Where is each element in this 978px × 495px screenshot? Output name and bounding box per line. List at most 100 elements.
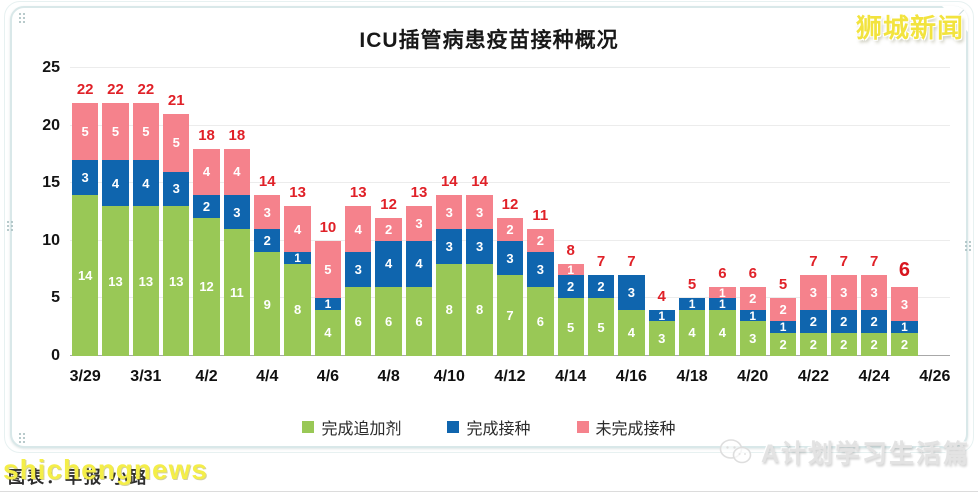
bar-total-label: 13: [410, 184, 428, 202]
bar-total-label: 13: [289, 184, 306, 202]
bar-total-label: 18: [198, 126, 215, 144]
bar-total-label: 6: [748, 264, 757, 282]
bar-segment: 2: [739, 286, 766, 310]
stacked-bar: 11 3 4: [223, 148, 251, 356]
bar-segment: 8: [284, 263, 311, 356]
bar-segment: 2: [830, 309, 857, 333]
bar-total-label: 10: [319, 218, 337, 236]
bar-segment: 5: [163, 114, 190, 172]
bar-total-label: 12: [501, 195, 519, 213]
page-curl-decoration: [942, 6, 968, 32]
x-tick-label: 4/26: [919, 368, 951, 385]
stacked-bar: 13 4 5: [132, 102, 160, 356]
plot-area: 0 5 10 15 20 25 14 3 5 22 13 4 5 22 13 4 5 22 13 3 5 21 12 2 4 1…: [42, 59, 950, 385]
image-caption: 图表：早报·小路: [8, 468, 149, 487]
bar-total-label: 7: [839, 253, 848, 271]
bar-segment: 6: [405, 286, 433, 356]
x-tick-label: 3/31: [130, 368, 162, 385]
x-tick-label: 4/4: [256, 368, 279, 385]
bar-total-label: 22: [76, 80, 94, 98]
bar-segment: 3: [618, 275, 645, 310]
bar-total-label: 12: [380, 195, 397, 213]
bar-total-label: 21: [167, 92, 185, 110]
bar-segment: 5: [72, 102, 99, 161]
bar-total-label: 18: [228, 126, 246, 144]
bar-segment: 4: [193, 148, 220, 195]
bar-slot: 6 3 2 11: [525, 68, 555, 356]
bar-slot: 8 1 4 13: [282, 68, 312, 356]
bar-segment: 2: [769, 298, 797, 322]
bar-segment: 1: [648, 309, 675, 323]
x-tick-label: 4/18: [676, 368, 708, 385]
bar-segment: 8: [466, 263, 493, 356]
bar-slot: 8 3 3 14: [464, 68, 494, 356]
bar-segment: 13: [163, 206, 190, 356]
bar-segment: 5: [314, 240, 342, 299]
chart-title: ICU插管病患疫苗接种概况: [359, 29, 619, 52]
bar-slot: 7 3 2 12: [495, 68, 525, 356]
bar-segment: 13: [132, 206, 160, 356]
bar-slot: 4 1 5 10: [313, 68, 343, 356]
bar-segment: 2: [860, 332, 888, 356]
bar-segment: 4: [314, 309, 342, 356]
bar-slot: 9 2 3 14: [252, 68, 282, 356]
bar-slot: 6 3 4 13: [343, 68, 373, 356]
bar-slot: 6 4 2 12: [373, 68, 403, 356]
bar-segment: 5: [587, 298, 615, 356]
bar-segment: 11: [223, 229, 251, 356]
bar-slot: 12 2 4 18: [191, 68, 221, 356]
bar-segment: 9: [254, 252, 281, 356]
bar-segment: 4: [618, 309, 645, 356]
bar-segment: 5: [102, 102, 129, 161]
bar-segment: 2: [527, 229, 554, 253]
bar-total-label: 14: [471, 172, 488, 190]
x-tick-label: 4/22: [797, 368, 830, 385]
bar-segment: 4: [405, 240, 433, 287]
bar-segment: 3: [436, 229, 463, 264]
y-tick-label: 5: [51, 289, 60, 307]
account-watermark-text: A计划学习生活篇: [760, 440, 970, 468]
x-tick-label: 4/2: [195, 368, 218, 385]
stacked-bar: 12 2 4: [193, 148, 220, 356]
edge-dots-icon: [964, 240, 972, 252]
bar-segment: 1: [709, 297, 736, 311]
bar-segment: 3: [466, 229, 493, 264]
bar-segment: 7: [496, 275, 524, 356]
bar-slot: 6 4 3 13: [404, 68, 434, 356]
bar-segment: 4: [375, 240, 402, 287]
edge-dots-icon: [6, 220, 14, 232]
bar-segment: 13: [102, 206, 129, 356]
bar-segment: 4: [709, 309, 736, 356]
bar-total-label: 14: [258, 172, 276, 190]
bar-segment: 1: [314, 297, 342, 311]
y-tick-label: 20: [42, 116, 60, 134]
bar-segment: 12: [193, 217, 220, 356]
x-tick-label: 4/10: [433, 368, 465, 385]
bar-total-label: 8: [566, 241, 575, 259]
gridline: [70, 124, 950, 126]
bar-segment: 3: [830, 275, 857, 310]
